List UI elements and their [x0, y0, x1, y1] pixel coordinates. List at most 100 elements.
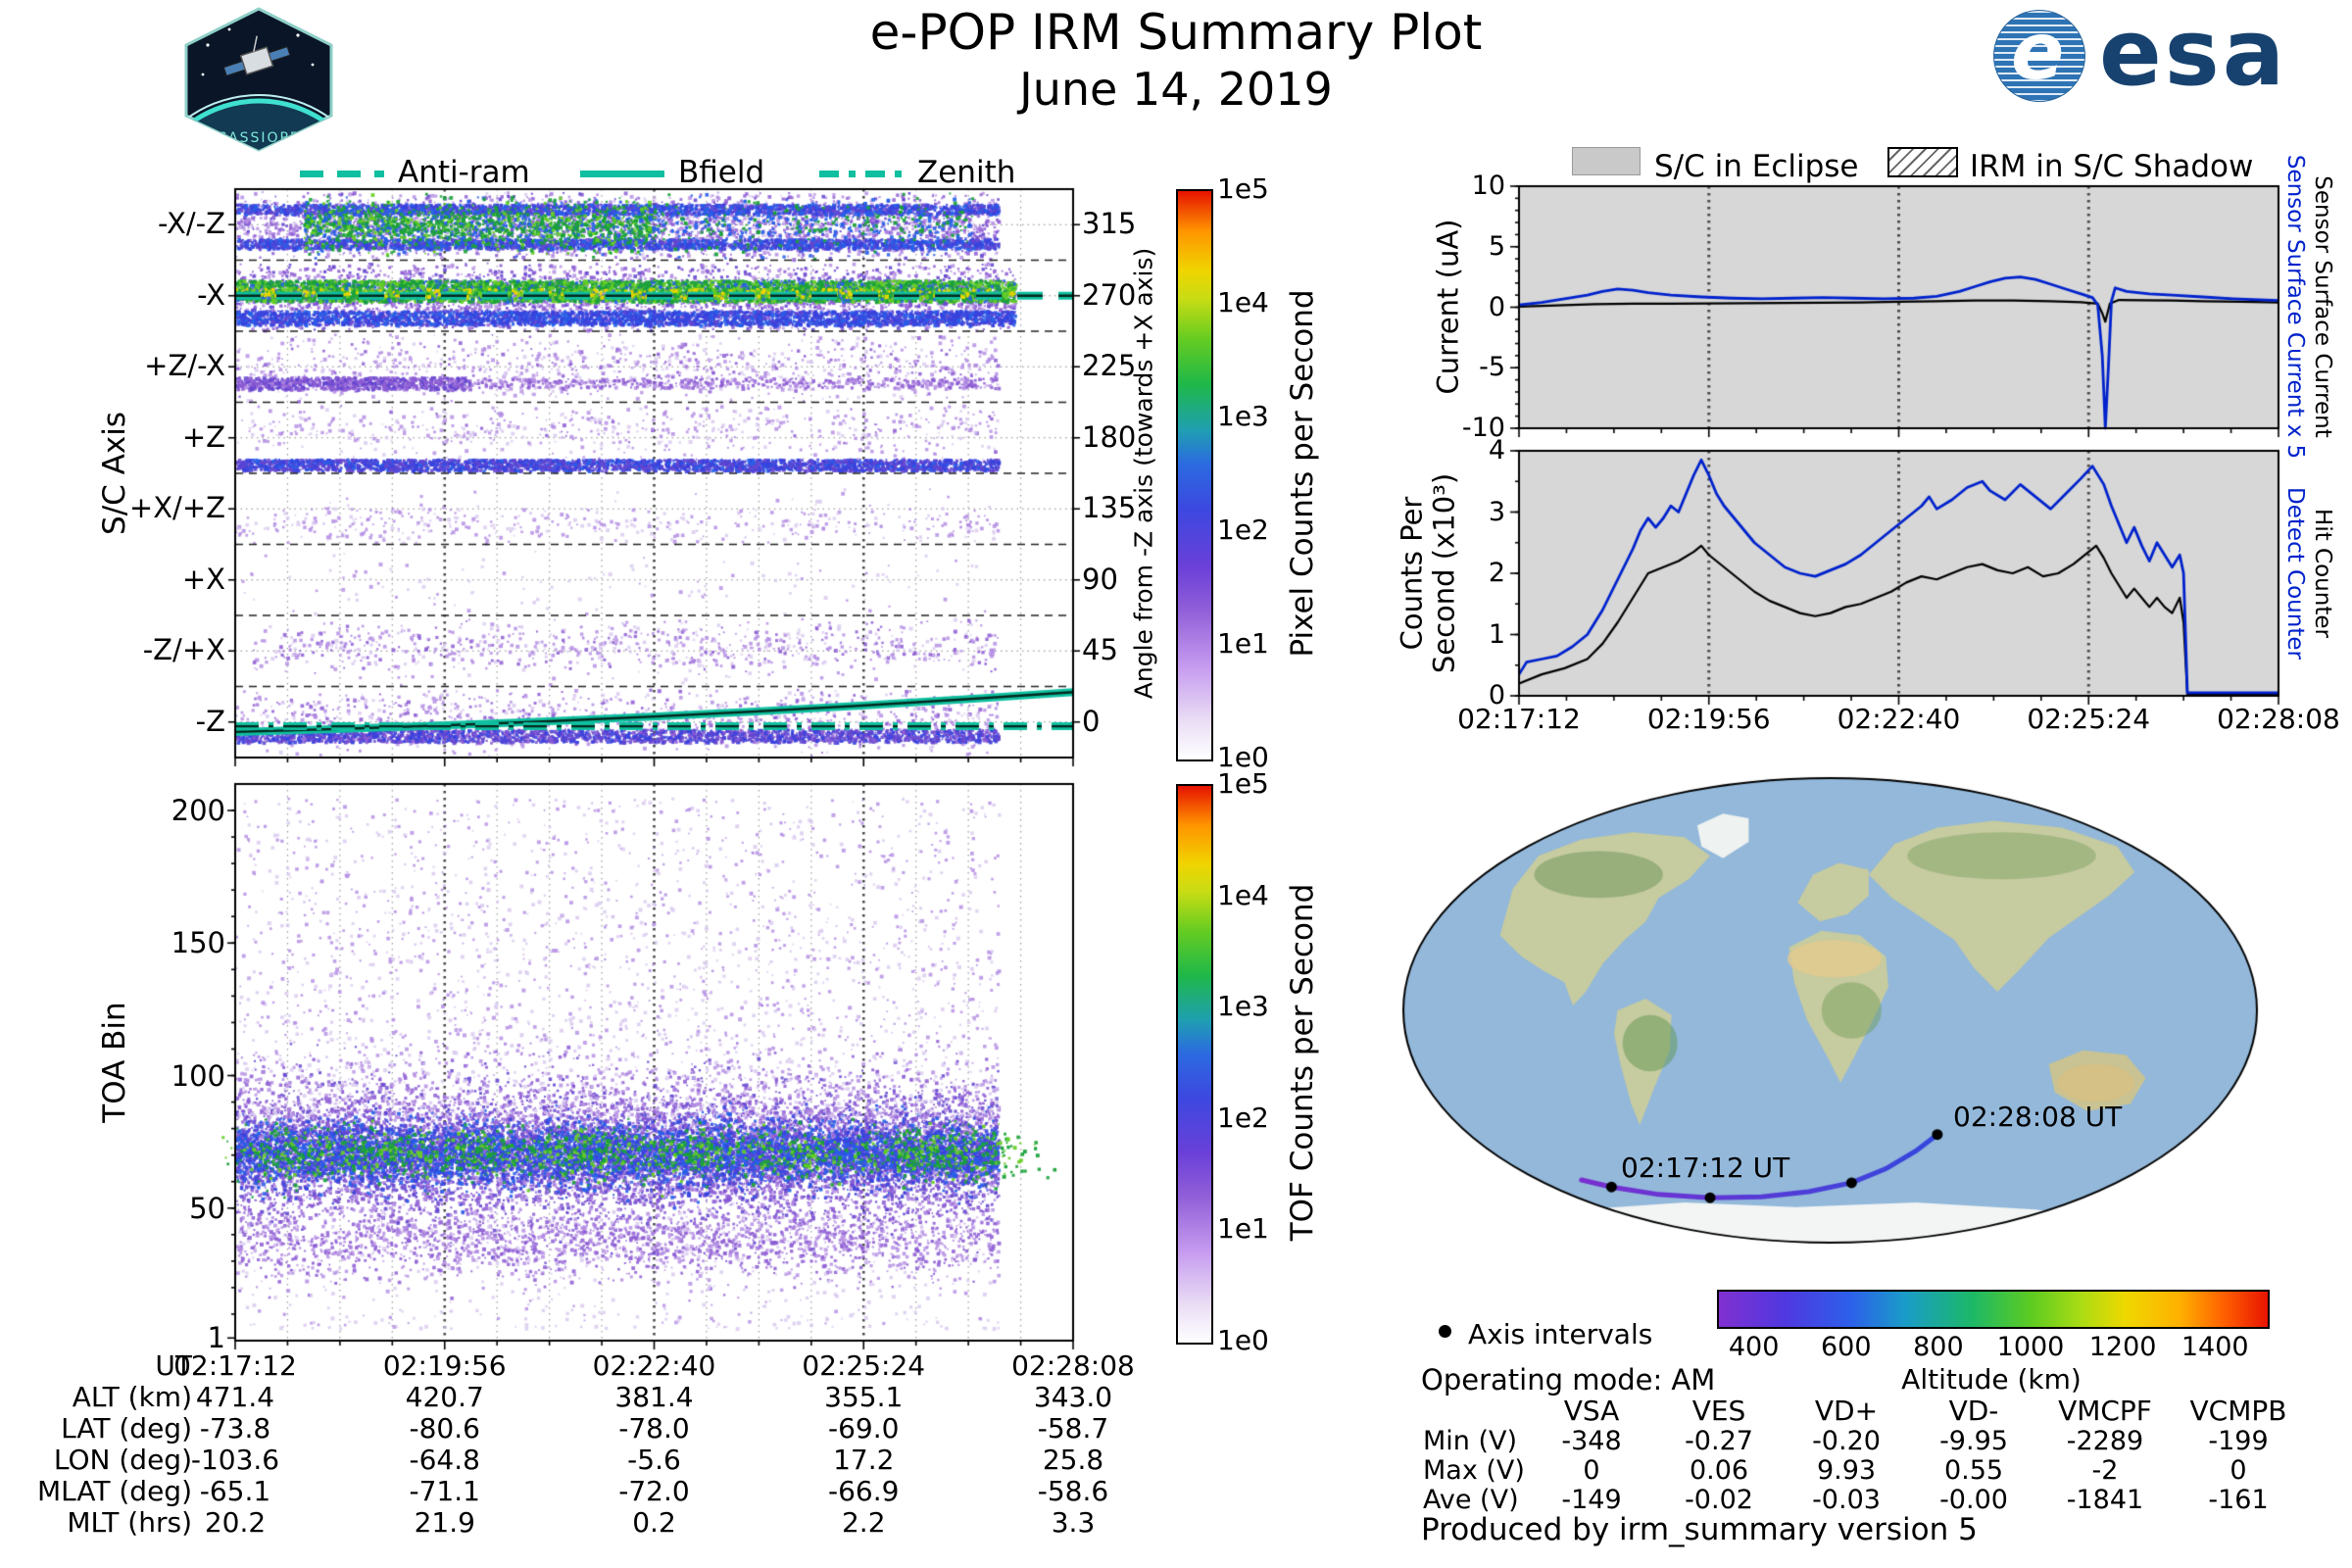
- ephemeris-cell: -5.6: [627, 1444, 681, 1476]
- pixel-colorbar-tick: 1e4: [1217, 286, 1269, 318]
- ephemeris-row-label: MLT (hrs): [67, 1506, 192, 1539]
- altitude-tick: 1000: [1996, 1332, 2065, 1362]
- voltage-cell: -2: [2091, 1455, 2119, 1486]
- voltage-cell: -0.27: [1685, 1426, 1753, 1456]
- ephemeris-cell: 21.9: [414, 1506, 475, 1539]
- world-map-canvas: [1401, 776, 2259, 1245]
- counts-ytick: 4: [1488, 435, 1505, 466]
- current-ytick: -10: [1461, 413, 1505, 443]
- ephemeris-cell: 25.8: [1042, 1444, 1104, 1476]
- axis-interval-dot-icon: [1439, 1325, 1451, 1338]
- altitude-tick: 600: [1820, 1332, 1872, 1362]
- ephemeris-row-label: LAT (deg): [61, 1412, 192, 1445]
- ephemeris-cell: -65.1: [199, 1475, 271, 1507]
- pixel-colorbar-tick: 1e1: [1217, 627, 1269, 660]
- ephemeris-cell: 02:25:24: [802, 1349, 926, 1382]
- pixel-colorbar-tick: 1e3: [1217, 400, 1269, 432]
- esa-globe-icon: [1993, 10, 2085, 102]
- current-ytick: 5: [1488, 230, 1505, 262]
- ephemeris-cell: -103.6: [190, 1444, 280, 1476]
- page-title: e-POP IRM Summary Plot: [869, 4, 1483, 61]
- ephemeris-cell: -66.9: [828, 1475, 900, 1507]
- current-ytick: 0: [1488, 291, 1505, 322]
- altitude-tick: 1200: [2088, 1332, 2157, 1362]
- angle-axis-tick: 180: [1082, 419, 1137, 454]
- toa-spectrogram-canvas: [220, 768, 1089, 1356]
- toa-ytick: 100: [171, 1058, 225, 1093]
- time-xtick: 02:19:56: [1646, 703, 1771, 735]
- time-xtick: 02:17:12: [1457, 703, 1581, 735]
- sc-axis-ytick: -X/-Z: [158, 207, 225, 241]
- angle-axis-tick: 135: [1082, 491, 1137, 525]
- ephemeris-row-label: UT: [155, 1349, 192, 1382]
- ephemeris-cell: -72.0: [618, 1475, 690, 1507]
- pixel-counts-colorbar: [1176, 189, 1213, 761]
- page-date: June 14, 2019: [1019, 63, 1333, 116]
- sensor-current-x5-label: Sensor Surface Current x 5: [2282, 154, 2308, 460]
- ephemeris-cell: -80.6: [409, 1412, 480, 1445]
- ephemeris-row-label: MLAT (deg): [36, 1475, 192, 1507]
- ephemeris-cell: 02:17:12: [173, 1349, 297, 1382]
- tof-colorbar-tick: 1e2: [1217, 1101, 1269, 1134]
- voltage-cell: -1841: [2066, 1485, 2144, 1515]
- voltage-cell: -199: [2208, 1426, 2269, 1456]
- voltage-row-label: Ave (V): [1423, 1485, 1519, 1515]
- counts-ytick: 1: [1488, 618, 1505, 650]
- voltage-cell: -0.20: [1812, 1426, 1881, 1456]
- angle-axis-tick: 45: [1082, 633, 1118, 667]
- ephemeris-row-label: LON (deg): [53, 1444, 192, 1476]
- detect-counter-label: Detect Counter: [2282, 487, 2308, 660]
- voltage-column-header: VMCPF: [2058, 1395, 2152, 1427]
- axis-intervals-label: Axis intervals: [1468, 1318, 1653, 1350]
- ephemeris-cell: 343.0: [1033, 1381, 1113, 1413]
- pixel-counts-colorbar-label: Pixel Counts per Second: [1285, 289, 1321, 658]
- voltage-cell: 0: [1583, 1455, 1600, 1486]
- ephemeris-cell: 381.4: [614, 1381, 694, 1413]
- ephemeris-cell: -69.0: [828, 1412, 900, 1445]
- ephemeris-cell: 471.4: [195, 1381, 275, 1413]
- ephemeris-cell: 20.2: [204, 1506, 267, 1539]
- ephemeris-cell: -73.8: [199, 1412, 271, 1445]
- altitude-colorbar-label: Altitude (km): [1901, 1363, 2082, 1396]
- ephemeris-cell: -58.6: [1037, 1475, 1109, 1507]
- produced-by-footer: Produced by irm_summary version 5: [1421, 1512, 1978, 1547]
- tof-counts-colorbar-label: TOF Counts per Second: [1285, 883, 1321, 1242]
- angle-axis-tick: 270: [1082, 277, 1137, 312]
- angle-axis-tick: 225: [1082, 349, 1137, 383]
- hit-counter-label: Hit Counter: [2310, 509, 2335, 638]
- sc-axis-ytick: -Z/+X: [142, 633, 225, 667]
- tof-colorbar-tick: 1e1: [1217, 1212, 1269, 1246]
- counts-ytick: 2: [1488, 558, 1505, 588]
- altitude-tick: 1400: [2180, 1332, 2249, 1362]
- altitude-tick: 800: [1913, 1332, 1964, 1362]
- counters-chart-canvas: [1503, 435, 2294, 711]
- pixel-colorbar-tick: 1e2: [1217, 514, 1269, 546]
- voltage-cell: 0.55: [1943, 1455, 2004, 1486]
- voltage-cell: 9.93: [1816, 1455, 1877, 1486]
- voltage-column-header: VCMPB: [2189, 1395, 2287, 1427]
- voltage-cell: -348: [1561, 1426, 1622, 1456]
- tof-colorbar-tick: 1e4: [1217, 878, 1269, 911]
- toa-ytick: 150: [171, 926, 225, 960]
- voltage-row-label: Max (V): [1423, 1455, 1525, 1486]
- track-start-label: 02:17:12 UT: [1621, 1152, 1790, 1184]
- voltage-cell: 0: [2230, 1455, 2247, 1486]
- ephemeris-cell: 02:19:56: [382, 1349, 507, 1382]
- voltage-cell: -0.02: [1685, 1485, 1753, 1515]
- sc-axis-ytick: -X: [197, 277, 225, 312]
- ephemeris-cell: 355.1: [824, 1381, 904, 1413]
- sensor-current-label: Sensor Surface Current: [2310, 175, 2335, 438]
- pixel-colorbar-tick: 1e0: [1217, 741, 1269, 773]
- current-chart-canvas: [1503, 171, 2294, 444]
- ephemeris-cell: -78.0: [618, 1412, 690, 1445]
- voltage-cell: -161: [2208, 1485, 2269, 1515]
- sc-axis-ytick: +X: [181, 562, 225, 596]
- ephemeris-cell: 0.2: [632, 1506, 676, 1539]
- voltage-column-header: VSA: [1563, 1395, 1620, 1427]
- angle-axis-tick: 0: [1082, 704, 1101, 738]
- ephemeris-cell: 17.2: [833, 1444, 895, 1476]
- ephemeris-row-label: ALT (km): [72, 1381, 192, 1413]
- ephemeris-cell: -71.1: [409, 1475, 480, 1507]
- voltage-cell: 0.06: [1689, 1455, 1749, 1486]
